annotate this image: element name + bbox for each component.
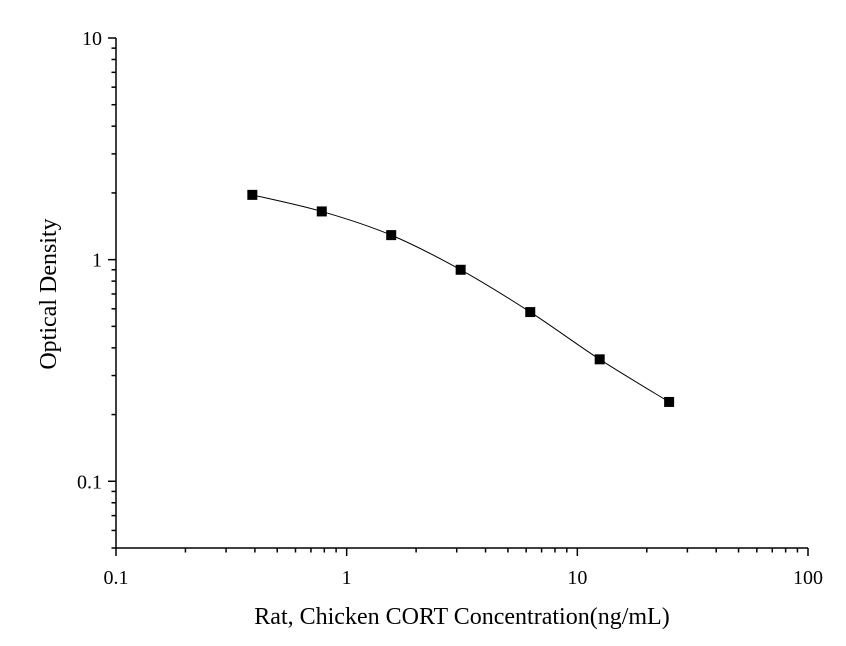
y-tick-label: 0.1 (77, 471, 102, 493)
axes (115, 38, 808, 549)
data-point (247, 189, 258, 200)
data-point (386, 230, 397, 241)
x-tick-label: 100 (793, 567, 823, 589)
x-tick-label: 10 (567, 567, 587, 589)
x-tick-label: 1 (342, 567, 352, 589)
data-point (594, 354, 605, 365)
ticks: 0.1 1 10 100 0.1 1 10 (77, 28, 823, 589)
x-tick-label: 0.1 (104, 567, 129, 589)
data-point (525, 307, 536, 318)
data-point (664, 396, 675, 407)
y-tick-label: 1 (92, 250, 102, 272)
y-tick-label: 10 (82, 28, 102, 50)
x-axis-title: Rat, Chicken CORT Concentration(ng/mL) (254, 604, 669, 630)
series-line (252, 194, 670, 403)
data-point (316, 206, 327, 217)
y-axis-title: Optical Density (36, 218, 62, 369)
data-point (455, 264, 466, 275)
series (247, 189, 675, 407)
